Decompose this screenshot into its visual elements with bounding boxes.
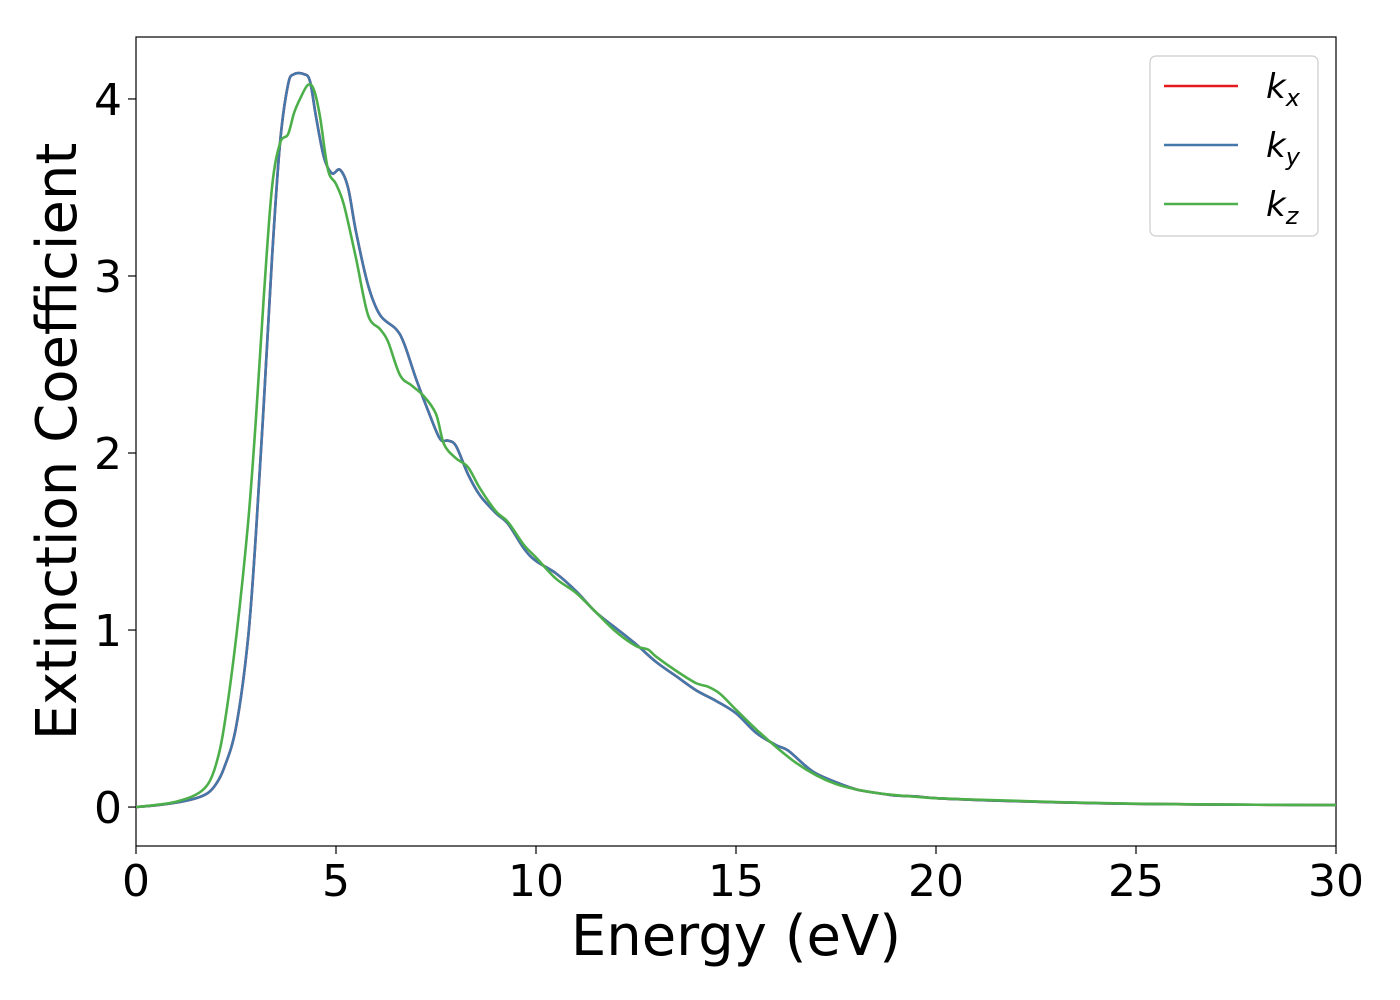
y-tick-label: 4 [94, 75, 122, 126]
x-tick-label: 30 [1308, 856, 1364, 907]
x-tick-label: 20 [908, 856, 964, 907]
x-axis-ticks: 0 5 10 15 20 25 30 [122, 846, 1364, 907]
x-tick-label: 10 [508, 856, 564, 907]
x-tick-label: 0 [122, 856, 150, 907]
x-tick-label: 25 [1108, 856, 1164, 907]
series-line-kz [136, 82, 1336, 809]
x-tick-label: 15 [708, 856, 764, 907]
y-tick-label: 3 [94, 252, 122, 303]
y-tick-label: 1 [94, 606, 122, 657]
x-axis-label: Energy (eV) [571, 904, 901, 969]
series-layer [136, 71, 1336, 809]
y-axis-label: Extinction Coefficient [25, 143, 90, 741]
legend-label-kx: kx [1266, 67, 1301, 112]
y-axis-ticks: 0 1 2 3 4 [94, 75, 136, 834]
y-tick-label: 2 [94, 429, 122, 480]
y-tick-label: 0 [94, 783, 122, 834]
x-tick-label: 5 [322, 856, 350, 907]
legend-label-ky: ky [1266, 126, 1301, 171]
